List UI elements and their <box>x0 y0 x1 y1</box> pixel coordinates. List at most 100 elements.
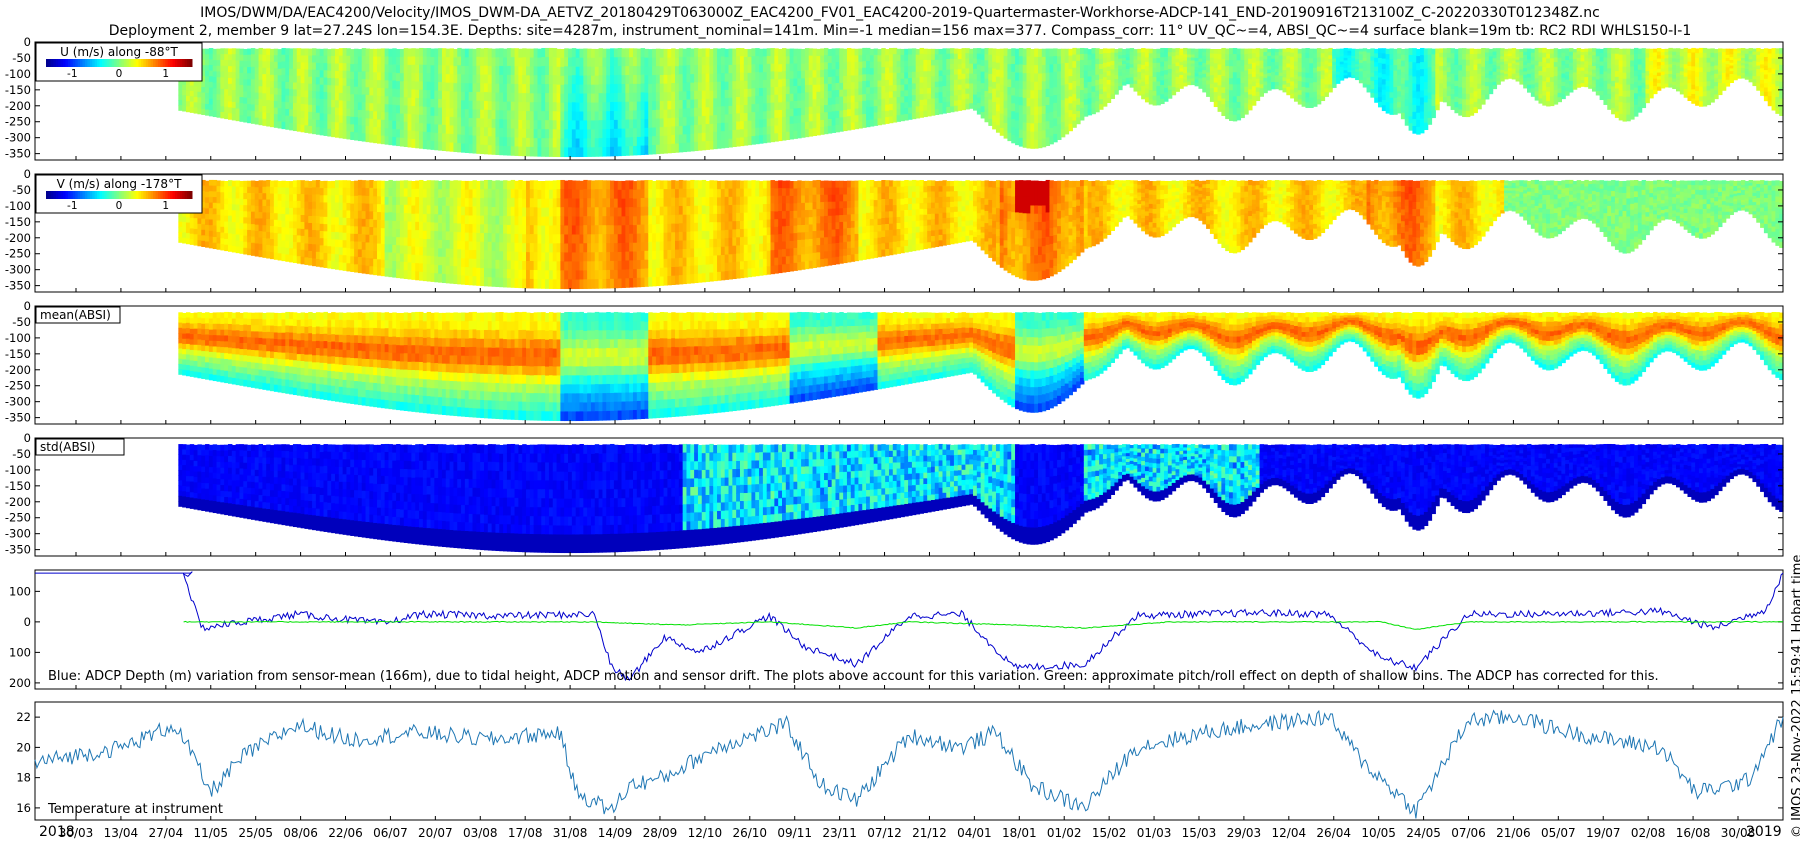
heatmap-cell <box>759 111 764 121</box>
heatmap-cell <box>1164 56 1169 62</box>
heatmap-cell <box>1316 57 1322 63</box>
heatmap-cell <box>988 93 993 101</box>
heatmap-cell <box>518 84 523 94</box>
heatmap-cell <box>1095 90 1100 97</box>
heatmap-cell <box>545 120 550 130</box>
heatmap-cell <box>453 91 458 101</box>
heatmap-cell <box>1748 76 1754 80</box>
heatmap-cell <box>885 117 890 124</box>
heatmap-cell <box>338 55 344 64</box>
heatmap-cell <box>315 77 321 85</box>
heatmap-cell <box>1435 99 1440 106</box>
heatmap-cell <box>663 74 668 85</box>
heatmap-cell <box>556 102 561 113</box>
heatmap-cell <box>774 133 779 142</box>
heatmap-cell <box>1446 96 1452 102</box>
heatmap-cell <box>973 99 978 106</box>
heatmap-cell <box>1389 53 1394 60</box>
heatmap-cell <box>441 48 447 58</box>
heatmap-cell <box>1378 72 1383 79</box>
heatmap-cell <box>1118 86 1123 91</box>
heatmap-cell <box>1137 75 1142 81</box>
heatmap-cell <box>235 96 241 104</box>
heatmap-cell <box>1740 48 1746 52</box>
heatmap-cell <box>1206 64 1211 70</box>
heatmap-cell <box>205 54 210 61</box>
heatmap-cell <box>1259 84 1264 89</box>
heatmap-cell <box>1740 53 1746 57</box>
heatmap-cell <box>1152 81 1158 87</box>
heatmap-cell <box>312 112 317 120</box>
heatmap-cell <box>720 139 726 149</box>
heatmap-cell <box>946 64 951 71</box>
heatmap-cell <box>1206 56 1211 62</box>
heatmap-cell <box>273 55 279 63</box>
heatmap-cell <box>468 118 474 128</box>
heatmap-cell <box>846 116 852 124</box>
heatmap-cell <box>1339 61 1345 65</box>
heatmap-cell <box>1045 137 1051 147</box>
heatmap-cell <box>1511 76 1517 80</box>
heatmap-cell <box>946 85 951 92</box>
heatmap-cell <box>1557 75 1562 81</box>
heatmap-cell <box>1118 65 1123 70</box>
heatmap-cell <box>292 96 298 104</box>
heatmap-cell <box>824 90 829 99</box>
heatmap-cell <box>430 115 435 125</box>
heatmap-cell <box>300 90 306 98</box>
heatmap-cell <box>1576 54 1582 59</box>
heatmap-cell <box>1366 66 1371 72</box>
heatmap-cell <box>1630 107 1635 114</box>
heatmap-cell <box>934 70 940 77</box>
heatmap-cell <box>1679 67 1685 72</box>
heatmap-cell <box>1687 96 1692 101</box>
heatmap-cell <box>197 108 202 115</box>
heatmap-cell <box>1691 75 1696 81</box>
heatmap-cell <box>843 48 848 57</box>
heatmap-cell <box>522 48 527 58</box>
heatmap-cell <box>1748 62 1754 66</box>
heatmap-cell <box>690 74 695 84</box>
heatmap-cell <box>1320 96 1326 102</box>
heatmap-cell <box>602 66 607 77</box>
heatmap-cell <box>1076 48 1081 56</box>
heatmap-cell <box>1080 83 1085 91</box>
heatmap-cell <box>1240 48 1245 55</box>
heatmap-cell <box>468 57 474 67</box>
heatmap-cell <box>1072 114 1077 122</box>
heatmap-cell <box>285 95 290 103</box>
heatmap-cell <box>304 90 309 98</box>
heatmap-cell <box>1439 61 1444 67</box>
heatmap-cell <box>262 112 267 120</box>
heatmap-cell <box>1080 71 1085 79</box>
heatmap-cell <box>812 106 817 115</box>
heatmap-cell <box>552 75 558 85</box>
heatmap-cell <box>1339 66 1345 71</box>
heatmap-cell <box>1660 78 1666 82</box>
heatmap-cell <box>1435 73 1440 80</box>
heatmap-cell <box>732 64 737 74</box>
heatmap-cell <box>678 143 684 153</box>
heatmap-cell <box>434 107 439 117</box>
heatmap-cell <box>1542 47 1547 54</box>
heatmap-cell <box>399 105 405 115</box>
heatmap-cell <box>579 129 584 140</box>
heatmap-cell <box>1618 72 1624 79</box>
heatmap-cell <box>812 91 817 100</box>
heatmap-cell <box>457 117 462 127</box>
heatmap-cell <box>1744 68 1750 73</box>
heatmap-cell <box>1362 61 1368 65</box>
heatmap-cell <box>1481 76 1486 82</box>
heatmap-cell <box>1091 64 1096 71</box>
heatmap-cell <box>1274 48 1280 53</box>
heatmap-cell <box>224 83 229 90</box>
heatmap-cell <box>1710 93 1715 99</box>
heatmap-cell <box>1171 59 1177 65</box>
heatmap-cell <box>583 102 588 113</box>
heatmap-cell <box>587 102 592 113</box>
heatmap-cell <box>575 102 581 113</box>
heatmap-cell <box>434 73 439 83</box>
heatmap-cell <box>1328 58 1333 64</box>
heatmap-cell <box>1733 61 1738 65</box>
heatmap-cell <box>1332 84 1337 88</box>
